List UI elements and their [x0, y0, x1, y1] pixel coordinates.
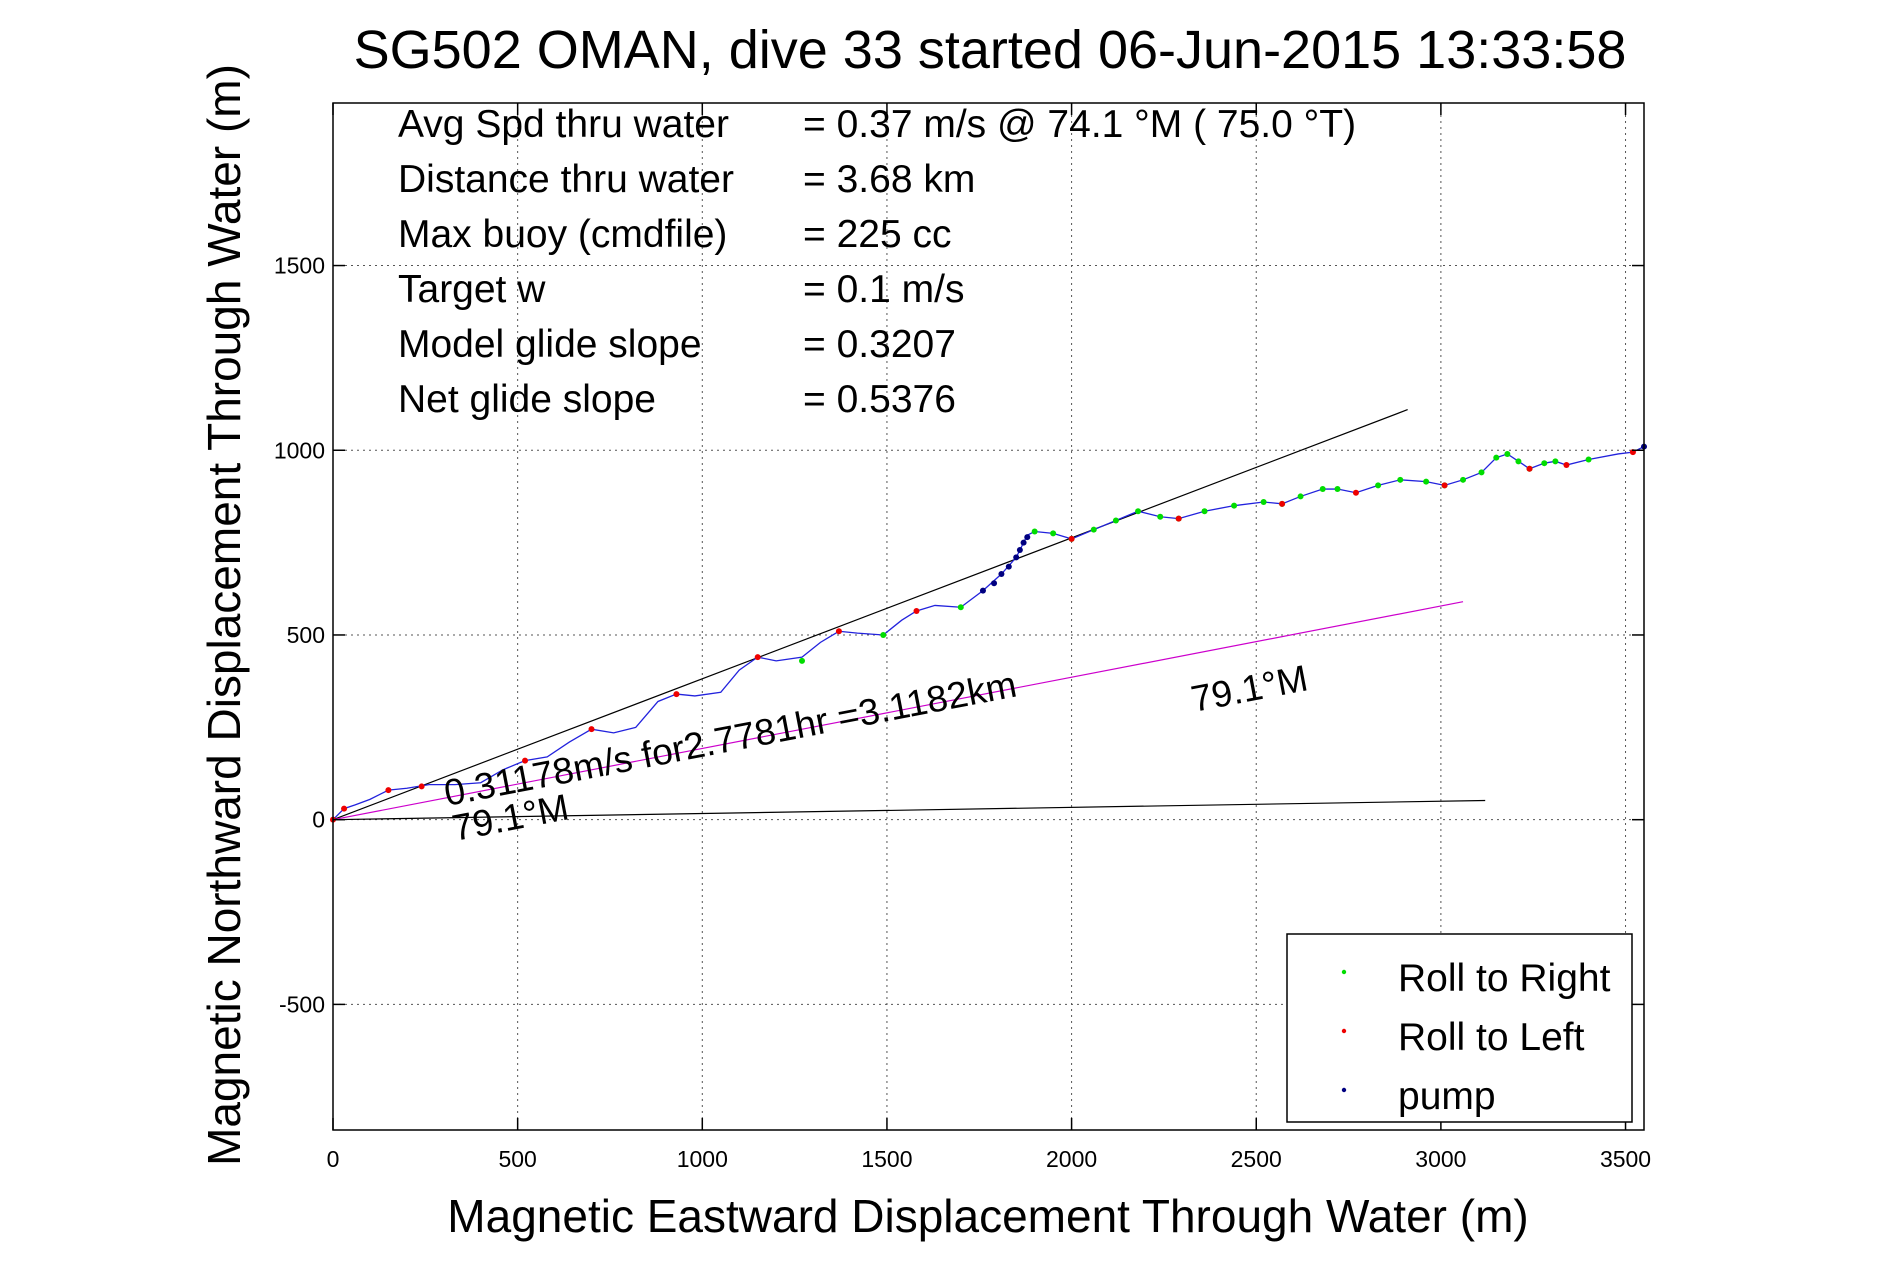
marker-roll-to-right	[1157, 513, 1164, 520]
y-tick-label: 1000	[274, 437, 325, 463]
chart-title: SG502 OMAN, dive 33 started 06-Jun-2015 …	[354, 20, 1627, 80]
axis-ticks: 0 500 1000 1500 2000 2500 3000 3500 -500 0 500 1000…	[274, 103, 1651, 1172]
marker-roll-to-left	[1068, 535, 1075, 542]
marker-roll-to-left	[1563, 462, 1570, 469]
marker-roll-to-right	[1031, 528, 1038, 535]
info-value-target-w: = 0.1 m/s	[803, 268, 964, 311]
x-tick-label: 0	[327, 1146, 340, 1172]
info-label-net-glide-slope: Net glide slope	[398, 378, 656, 421]
marker-pump	[1020, 539, 1027, 546]
info-block: Avg Spd thru water = 0.37 m/s @ 74.1 °M …	[398, 103, 1356, 421]
x-tick-label: 2000	[1046, 1146, 1097, 1172]
marker-roll-to-right	[1090, 526, 1097, 533]
info-value-model-glide-slope: = 0.3207	[803, 323, 956, 366]
legend-marker-roll-left	[1341, 1028, 1347, 1034]
marker-roll-to-right	[1135, 508, 1142, 515]
marker-roll-to-right	[880, 631, 887, 638]
info-label-target-w: Target w	[398, 268, 546, 311]
marker-roll-to-right	[1375, 482, 1382, 489]
y-tick-label: 500	[287, 622, 325, 648]
marker-pump	[1016, 547, 1023, 554]
legend: Roll to Right Roll to Left pump	[1286, 933, 1633, 1123]
legend-marker-roll-right	[1341, 969, 1347, 975]
marker-roll-to-right	[1334, 486, 1341, 493]
plot-frame	[332, 102, 1645, 1131]
marker-roll-to-left	[588, 726, 595, 733]
marker-roll-to-right	[1493, 454, 1500, 461]
marker-pump	[991, 580, 998, 587]
marker-pump	[998, 571, 1005, 578]
info-label-max-buoy: Max buoy (cmdfile)	[398, 213, 727, 256]
reference-line	[332, 601, 1464, 821]
legend-label-roll-left: Roll to Left	[1398, 1016, 1585, 1059]
marker-roll-to-left	[754, 654, 761, 661]
marker-roll-to-right	[1504, 450, 1511, 457]
marker-roll-to-right	[1541, 460, 1548, 467]
marker-roll-to-left	[1279, 500, 1286, 507]
marker-roll-to-right	[1260, 498, 1267, 505]
marker-roll-to-right	[1231, 502, 1238, 509]
marker-roll-to-left	[418, 783, 425, 790]
marker-roll-to-left	[522, 757, 529, 764]
x-tick-label: 500	[498, 1146, 536, 1172]
marker-roll-to-left	[913, 607, 920, 614]
info-label-distance: Distance thru water	[398, 158, 734, 201]
marker-roll-to-right	[1460, 476, 1467, 483]
x-tick-label: 1000	[677, 1146, 728, 1172]
reference-lines	[332, 409, 1486, 821]
marker-roll-to-left	[835, 628, 842, 635]
x-tick-label: 3500	[1600, 1146, 1651, 1172]
marker-roll-to-right	[1397, 476, 1404, 483]
legend-label-pump: pump	[1398, 1075, 1496, 1118]
y-tick-label: -500	[279, 991, 325, 1017]
x-tick-label: 1500	[861, 1146, 912, 1172]
info-value-net-glide-slope: = 0.5376	[803, 378, 956, 421]
marker-roll-to-left	[1441, 482, 1448, 489]
marker-roll-to-right	[1478, 469, 1485, 476]
marker-roll-to-right	[1552, 458, 1559, 465]
x-tick-label: 3000	[1415, 1146, 1466, 1172]
marker-roll-to-left	[673, 691, 680, 698]
reference-line	[332, 799, 1486, 821]
x-axis-label: Magnetic Eastward Displacement Through W…	[447, 1190, 1528, 1242]
y-tick-label: 1500	[274, 253, 325, 279]
marker-pump	[1024, 534, 1031, 541]
legend-marker-pump	[1341, 1087, 1347, 1093]
info-label-model-glide-slope: Model glide slope	[398, 323, 702, 366]
info-value-distance: = 3.68 km	[803, 158, 975, 201]
marker-roll-to-left	[341, 805, 348, 812]
marker-roll-to-right	[957, 604, 964, 611]
marker-roll-to-right	[1423, 478, 1430, 485]
data-markers	[330, 443, 1647, 823]
marker-roll-to-left	[1352, 489, 1359, 496]
info-value-max-buoy: = 225 cc	[803, 213, 952, 256]
marker-roll-to-left	[1175, 515, 1182, 522]
x-tick-label: 2500	[1231, 1146, 1282, 1172]
marker-roll-to-right	[799, 657, 806, 664]
info-value-avg-speed: = 0.37 m/s @ 74.1 °M ( 75.0 °T)	[803, 103, 1356, 146]
legend-label-roll-right: Roll to Right	[1398, 957, 1611, 1000]
marker-pump	[979, 587, 986, 594]
marker-roll-to-right	[1585, 456, 1592, 463]
marker-roll-to-left	[385, 787, 392, 794]
marker-roll-to-right	[1201, 508, 1208, 515]
info-label-avg-speed: Avg Spd thru water	[398, 103, 729, 146]
marker-roll-to-right	[1297, 493, 1304, 500]
marker-pump	[1005, 563, 1012, 570]
marker-pump	[1013, 554, 1020, 561]
reference-line	[332, 409, 1408, 821]
marker-roll-to-left	[1526, 465, 1533, 472]
marker-roll-to-right	[1515, 458, 1522, 465]
y-axis-label: Magnetic Northward Displacement Through …	[198, 64, 250, 1166]
y-tick-label: 0	[312, 807, 325, 833]
marker-roll-to-right	[1319, 486, 1326, 493]
marker-roll-to-right	[1050, 530, 1057, 537]
marker-roll-to-right	[1112, 517, 1119, 524]
